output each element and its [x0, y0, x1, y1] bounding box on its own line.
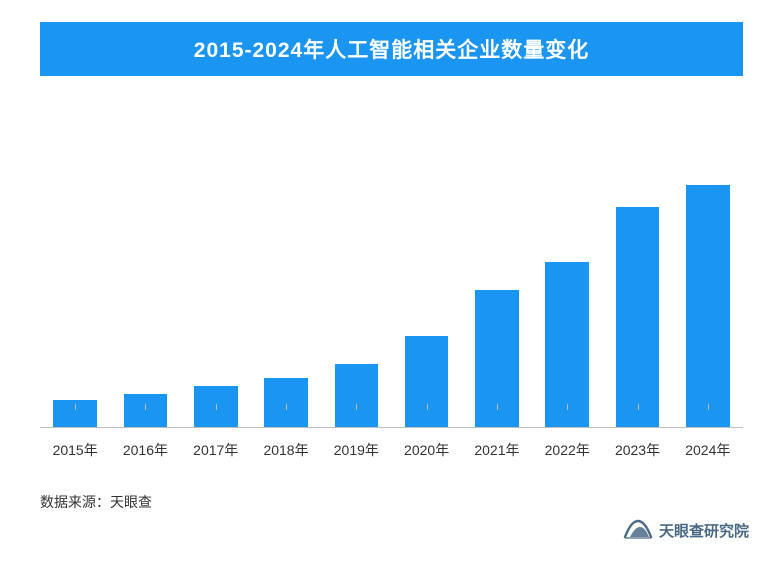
x-tick-label: 2022年 [532, 432, 602, 456]
bar-slot [462, 152, 532, 427]
tianyancha-logo-icon [623, 515, 653, 546]
x-tick-label: 2021年 [462, 432, 532, 456]
bar-slot [181, 152, 251, 427]
bar-slot [602, 152, 672, 427]
bar-slot [673, 152, 743, 427]
brand-logo-text: 天眼查研究院 [659, 520, 749, 541]
x-tick-label: 2015年 [40, 432, 110, 456]
bar [405, 336, 449, 427]
bar-slot [391, 152, 461, 427]
x-tick-label: 2019年 [321, 432, 391, 456]
x-tick-label: 2024年 [673, 432, 743, 456]
bar [545, 262, 589, 427]
source-value: 天眼查 [110, 494, 152, 510]
x-tick-label: 2017年 [181, 432, 251, 456]
bar [264, 378, 308, 428]
brand-logo: 天眼查研究院 [623, 515, 749, 546]
bar-slot [532, 152, 602, 427]
bar [124, 394, 168, 427]
x-axis: 2015年2016年2017年2018年2019年2020年2021年2022年… [40, 432, 743, 456]
bar [616, 207, 660, 427]
bar-slot [40, 152, 110, 427]
bar [335, 364, 379, 427]
bar-slot [110, 152, 180, 427]
x-tick-label: 2023年 [602, 432, 672, 456]
source-label: 数据来源： [40, 494, 110, 510]
bar [686, 185, 730, 427]
chart-title-bar: 2015-2024年人工智能相关企业数量变化 [40, 22, 743, 76]
bar-slot [321, 152, 391, 427]
x-tick-label: 2016年 [110, 432, 180, 456]
x-tick-label: 2018年 [251, 432, 321, 456]
plot-area [40, 152, 743, 428]
bar-slot [251, 152, 321, 427]
data-source-note: 数据来源：天眼查 [40, 492, 152, 512]
x-tick-label: 2020年 [391, 432, 461, 456]
bar-chart: 2015年2016年2017年2018年2019年2020年2021年2022年… [40, 152, 743, 456]
